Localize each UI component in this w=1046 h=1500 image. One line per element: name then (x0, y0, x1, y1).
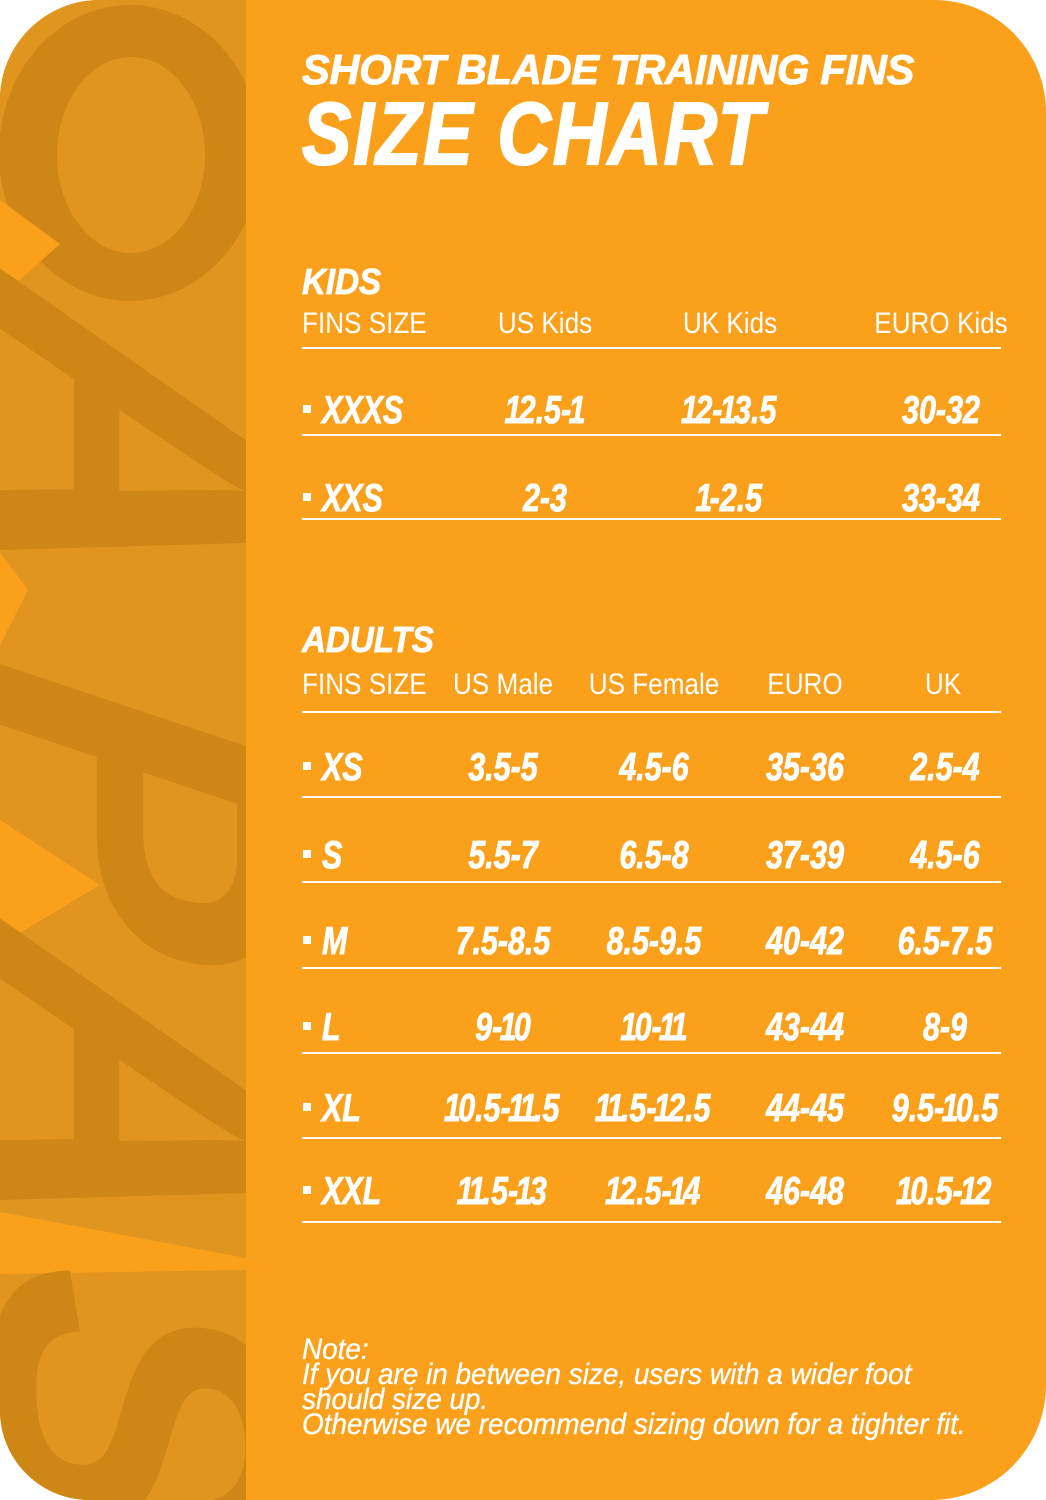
svg-text:P: P (0, 642, 246, 990)
svg-text:A: A (0, 901, 246, 1283)
svg-text:A: A (0, 251, 246, 633)
svg-text:S: S (0, 1242, 246, 1500)
